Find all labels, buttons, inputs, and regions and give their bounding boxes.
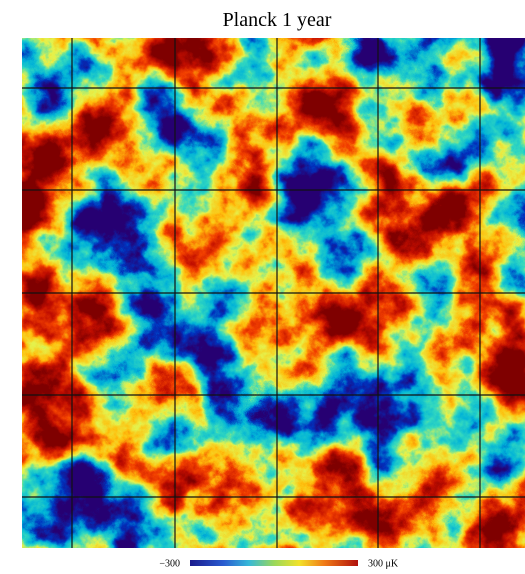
figure: Planck 1 year −300 300 μK — [0, 0, 525, 574]
colorbar-label: 300 μK — [368, 558, 399, 569]
colorbar — [190, 560, 358, 566]
title: Planck 1 year — [223, 9, 332, 31]
page: Planck 1 year −300300 μK (() => { const … — [0, 0, 525, 574]
colorbar-label: −300 — [159, 558, 180, 569]
